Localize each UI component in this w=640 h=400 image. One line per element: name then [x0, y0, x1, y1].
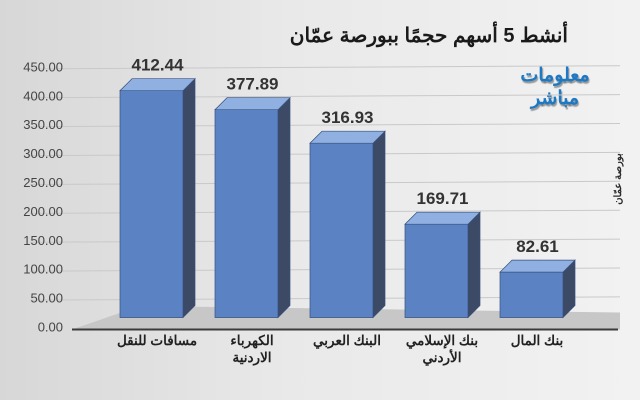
svg-text:100.00: 100.00 — [23, 262, 63, 277]
svg-text:300.00: 300.00 — [23, 146, 63, 161]
svg-text:الكهرباء: الكهرباء — [230, 333, 273, 349]
svg-text:150.00: 150.00 — [23, 233, 63, 248]
svg-text:82.61: 82.61 — [516, 237, 559, 256]
svg-text:412.44: 412.44 — [132, 56, 185, 75]
svg-text:200.00: 200.00 — [23, 204, 63, 219]
svg-text:الأردني: الأردني — [423, 348, 462, 366]
svg-text:400.00: 400.00 — [23, 88, 63, 103]
svg-text:169.71: 169.71 — [417, 189, 469, 208]
svg-text:الاردنية: الاردنية — [232, 350, 271, 366]
svg-text:بنك المال: بنك المال — [511, 333, 564, 348]
svg-text:450.00: 450.00 — [23, 59, 63, 74]
svg-text:بنك الإسلامي: بنك الإسلامي — [406, 333, 478, 350]
svg-text:250.00: 250.00 — [23, 175, 63, 190]
svg-text:0.00: 0.00 — [38, 320, 63, 335]
svg-text:مسافات للنقل: مسافات للنقل — [117, 333, 197, 348]
svg-text:377.89: 377.89 — [227, 75, 279, 94]
svg-text:350.00: 350.00 — [23, 117, 63, 132]
svg-text:أنشط 5 أسهم حجمًا ببورصة عمّان: أنشط 5 أسهم حجمًا ببورصة عمّان — [290, 21, 568, 48]
svg-text:البنك العربي: البنك العربي — [313, 333, 381, 349]
svg-text:316.93: 316.93 — [322, 108, 374, 127]
svg-text:50.00: 50.00 — [30, 291, 63, 306]
